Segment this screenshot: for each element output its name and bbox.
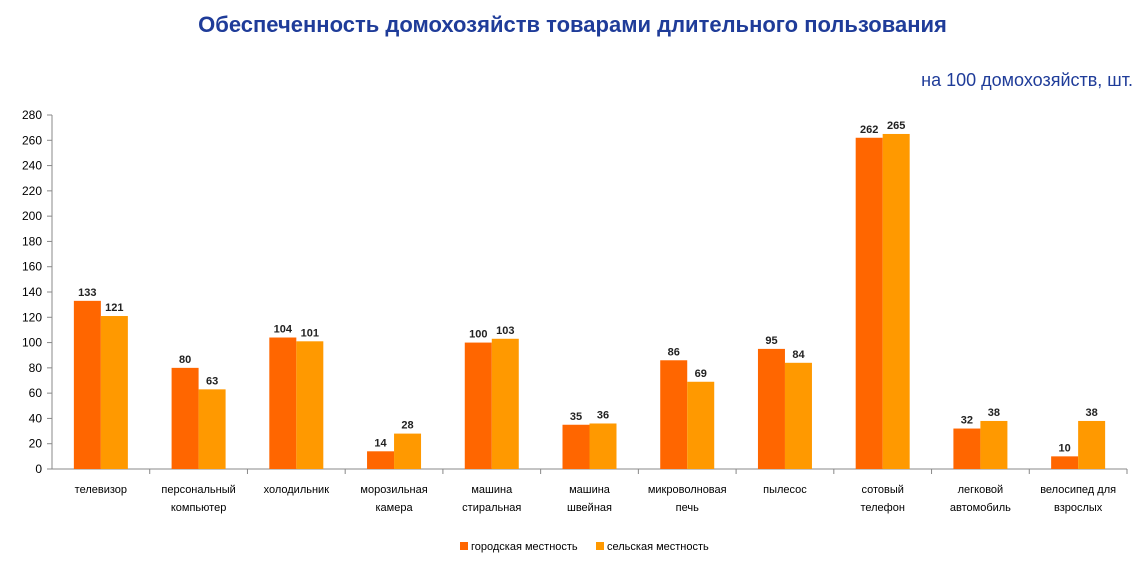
data-label: 38 [988,407,1000,419]
bar-urban [171,367,199,469]
y-tick-label: 120 [22,310,42,324]
bar-urban [562,424,590,469]
data-label: 14 [374,437,387,449]
bar-urban [953,428,981,469]
data-label: 133 [78,287,96,299]
y-tick-label: 60 [29,386,43,400]
bar-rural [100,316,128,469]
bar-urban [269,337,297,469]
data-label: 35 [570,411,582,423]
data-label: 10 [1059,442,1071,454]
data-label: 28 [401,420,413,432]
data-label: 262 [860,124,878,136]
y-tick-label: 40 [29,411,43,425]
y-tick-label: 260 [22,133,42,147]
x-tick-label: морозильная камера [360,484,427,514]
chart-axes: 0 20 40 60 80 100 120 140 160 180 200 220 240 260 280 т… [22,108,1128,514]
bar-urban [464,342,492,469]
y-tick-label: 100 [22,336,42,350]
x-tick-label: сотовый телефон [860,484,904,514]
data-label: 80 [179,354,191,366]
data-label: 69 [695,368,707,380]
y-tick-label: 0 [35,462,42,476]
x-tick-label: телевизор [75,484,127,496]
chart-title: Обеспеченность домохозяйств товарами дли… [198,12,947,37]
legend-swatch-urban [460,542,468,550]
bar-rural [882,133,910,469]
legend-label: городская местность [471,541,578,553]
bar-rural [1078,420,1106,469]
bar-rural [687,381,715,469]
x-tick-label: микроволновая печь [648,484,727,514]
chart-bars: 133 121 80 63 104 101 14 28 100 103 35 36 86 69 95 84 26… [73,120,1106,469]
data-label: 104 [274,324,293,336]
data-label: 95 [765,335,777,347]
y-tick-label: 280 [22,108,42,122]
y-tick-label: 220 [22,184,42,198]
bar-rural [784,362,812,469]
chart-legend: городская местность сельская местность [460,541,709,553]
x-tick-label: велосипед для взрослых [1040,484,1116,514]
y-tick-label: 240 [22,159,42,173]
data-label: 101 [301,327,319,339]
bar-urban [855,137,883,469]
data-label: 32 [961,415,973,427]
x-tick-label: машина стиральная [462,484,521,514]
chart-subtitle: на 100 домохозяйств, шт. [921,70,1133,90]
legend-label: сельская местность [607,541,709,553]
y-tick-label: 160 [22,260,42,274]
x-tick-label: пылесос [763,484,807,496]
bar-urban [73,300,101,469]
y-tick-label: 200 [22,209,42,223]
data-label: 84 [792,349,805,361]
x-tick-label: машина швейная [567,484,612,514]
bar-rural [198,389,226,469]
data-label: 100 [469,329,487,341]
bar-urban [1051,456,1079,469]
data-label: 63 [206,375,218,387]
bar-rural [394,433,422,469]
data-label: 121 [105,302,123,314]
x-tick-label: легковой автомобиль [950,484,1011,514]
y-tick-label: 140 [22,285,42,299]
x-tick-label: холодильник [264,484,330,496]
bar-rural [491,338,519,469]
bar-rural [980,420,1008,469]
bar-urban [367,451,395,469]
legend-swatch-rural [596,542,604,550]
bar-rural [296,341,324,469]
data-label: 38 [1086,407,1098,419]
data-label: 103 [496,325,514,337]
data-label: 86 [668,346,680,358]
bar-rural [589,423,617,469]
y-tick-label: 80 [29,361,43,375]
data-label: 265 [887,120,905,132]
data-label: 36 [597,409,609,421]
x-tick-label: персональный компьютер [161,484,235,514]
bar-urban [660,360,688,469]
bar-urban [757,348,785,469]
y-tick-label: 20 [29,437,43,451]
y-tick-label: 180 [22,234,42,248]
